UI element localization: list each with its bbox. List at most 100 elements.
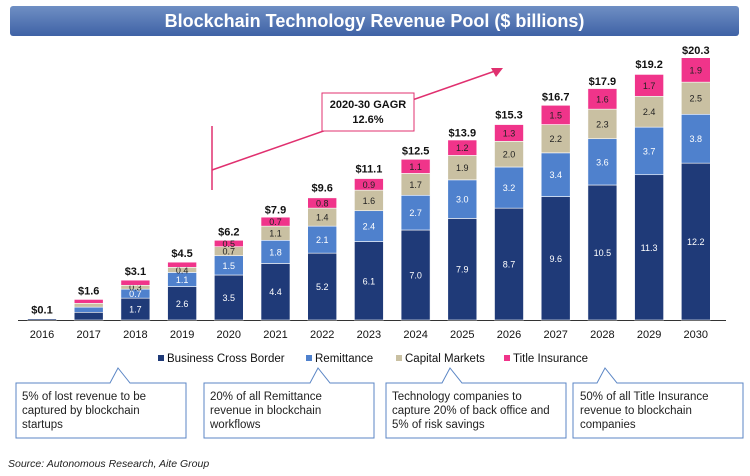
legend-entry: Title Insurance	[513, 353, 588, 365]
annotation-arrowhead	[491, 68, 503, 77]
total-label: $1.6	[78, 285, 99, 297]
data-label: 2.7	[409, 208, 422, 218]
legend-swatch	[158, 355, 164, 361]
total-label: $3.1	[125, 266, 146, 278]
bar-segment	[400, 194, 431, 231]
annotation-box	[321, 92, 415, 132]
category-label: 2022	[310, 329, 334, 341]
data-label: 1.3	[503, 128, 516, 138]
bar-segment	[587, 108, 618, 140]
data-label: 1.6	[363, 196, 376, 206]
data-label: 1.5	[549, 110, 562, 120]
data-label: 1.8	[269, 247, 282, 257]
bar-segment	[634, 95, 664, 128]
bar-segment	[354, 178, 384, 191]
bar-segment	[634, 174, 664, 321]
callout-startups: 5% of lost revenue to be captured by blo…	[22, 391, 147, 431]
total-label: $12.5	[402, 145, 430, 157]
legend-swatch	[396, 355, 402, 361]
data-label: 1.2	[456, 143, 469, 153]
total-label: $4.5	[171, 248, 192, 260]
data-label: 0.4	[176, 265, 189, 275]
data-label: 4.4	[269, 287, 282, 297]
total-label: $0.1	[31, 305, 52, 317]
bar-segment	[214, 239, 244, 248]
data-label: 8.7	[503, 260, 516, 270]
bar-segment	[307, 197, 338, 209]
legend-swatch	[306, 355, 312, 361]
category-label: 2030	[684, 329, 708, 341]
bar-segment	[680, 81, 711, 115]
bar-segment	[73, 299, 104, 304]
bar-segment	[540, 196, 571, 321]
category-label: 2017	[76, 329, 100, 341]
data-label: 11.3	[641, 243, 658, 253]
data-label: 0.7	[129, 289, 142, 299]
legend-swatch	[504, 355, 510, 361]
category-label: 2023	[357, 329, 381, 341]
data-label: 3.4	[549, 170, 562, 180]
callout-box	[203, 367, 375, 439]
bar-segment	[634, 74, 664, 97]
category-label: 2016	[30, 329, 54, 341]
bar-segment	[120, 279, 151, 286]
bar-segment	[680, 113, 711, 164]
data-label: 0.5	[223, 239, 236, 249]
total-label: $11.1	[355, 163, 382, 175]
bar-segment	[634, 126, 664, 176]
data-label: 2.4	[363, 222, 376, 232]
data-label: 3.8	[690, 134, 703, 144]
data-label: 2.4	[643, 107, 656, 117]
bar-segment	[260, 263, 291, 321]
data-label: 0.3	[129, 283, 142, 293]
data-label: 2.3	[596, 119, 609, 129]
data-label: 3.7	[643, 146, 656, 156]
bar-segment	[400, 158, 431, 174]
bar-segment	[354, 210, 384, 242]
total-label: $19.2	[635, 59, 663, 71]
callout-remittance: 20% of all Remittance revenue in blockch…	[210, 391, 322, 431]
data-label: 1.1	[269, 229, 282, 239]
legend-entry: Capital Markets	[405, 353, 485, 365]
data-label: 3.6	[596, 157, 609, 167]
category-label: 2026	[497, 329, 521, 341]
data-label: 1.1	[409, 162, 422, 172]
callout-box	[15, 367, 187, 439]
bar-segment	[73, 311, 104, 321]
data-label: 1.7	[643, 81, 656, 91]
category-label: 2028	[590, 329, 614, 341]
bar-segment	[260, 216, 291, 227]
bar-segment	[73, 302, 104, 308]
callout-box	[385, 367, 567, 439]
bar-segment	[447, 218, 478, 321]
bar-segment	[540, 104, 571, 125]
total-label: $7.9	[265, 204, 286, 216]
bar-segment	[354, 241, 384, 321]
data-label: 7.0	[409, 271, 422, 281]
data-label: 2.0	[503, 150, 516, 160]
data-label: 1.7	[129, 305, 142, 315]
bar-segment	[307, 225, 338, 254]
total-label: $13.9	[449, 127, 477, 139]
bar-segment	[27, 318, 57, 321]
annotation-text: 12.6%	[352, 114, 383, 126]
data-label: 1.9	[690, 65, 703, 75]
category-label: 2027	[543, 329, 567, 341]
total-label: $6.2	[218, 226, 239, 238]
category-label: 2019	[170, 329, 194, 341]
callout-title-insurance: 50% of all Title Insurance revenue to bl…	[580, 391, 709, 431]
chart-title: Blockchain Technology Revenue Pool ($ bi…	[10, 6, 739, 36]
data-label: 1.7	[409, 180, 422, 190]
data-label: 2.2	[549, 134, 562, 144]
data-label: 1.6	[596, 94, 609, 104]
data-label: 0.9	[363, 180, 376, 190]
bar-segment	[587, 184, 618, 321]
data-label: 2.6	[176, 299, 189, 309]
category-label: 2018	[123, 329, 147, 341]
callout-technology: Technology companies to capture 20% of b…	[392, 391, 550, 431]
data-label: 1.5	[223, 261, 236, 271]
data-label: 2.1	[316, 235, 329, 245]
category-label: 2020	[217, 329, 241, 341]
annotation-text: 2020-30 GAGR	[330, 99, 406, 111]
data-label: 0.8	[316, 199, 329, 209]
